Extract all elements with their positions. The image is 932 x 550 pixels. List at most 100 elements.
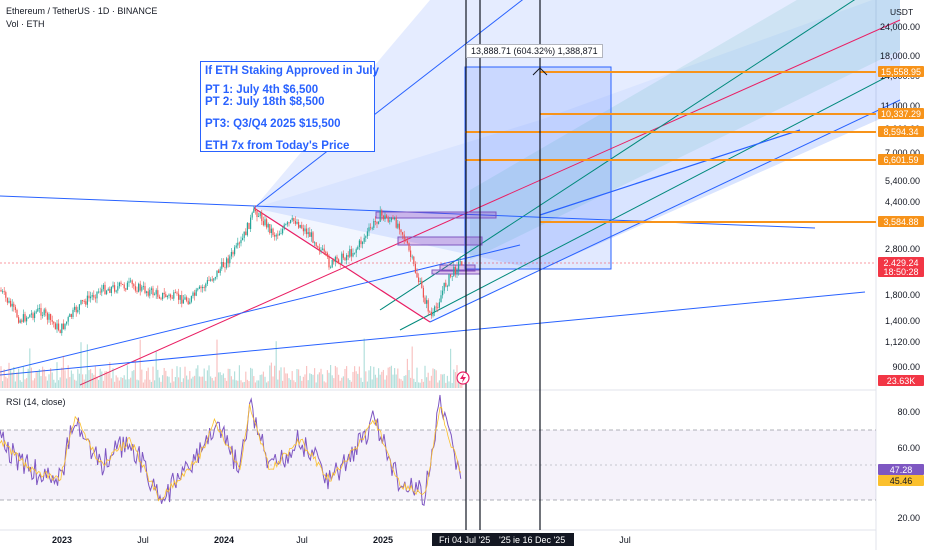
volume-bar bbox=[157, 369, 159, 388]
candle-body bbox=[221, 262, 223, 269]
candle-body bbox=[56, 323, 58, 330]
candle-body bbox=[46, 312, 48, 320]
candle-body bbox=[5, 292, 7, 298]
candle-body bbox=[445, 282, 447, 287]
candle-body bbox=[115, 290, 117, 292]
candle-body bbox=[416, 272, 418, 278]
candle-body bbox=[29, 314, 31, 318]
volume-bar bbox=[426, 377, 428, 388]
candle-body bbox=[138, 283, 140, 292]
volume-bar bbox=[149, 379, 151, 388]
candle-body bbox=[245, 231, 247, 236]
candle-body bbox=[424, 297, 426, 304]
volume-bar bbox=[67, 365, 69, 388]
rsi-tag-bg-0 bbox=[878, 464, 924, 475]
candle-body bbox=[120, 282, 122, 285]
volume-bar bbox=[32, 380, 34, 388]
volume-bar bbox=[107, 373, 109, 388]
candle-body bbox=[248, 222, 250, 229]
volume-bar bbox=[136, 379, 138, 388]
volume-bar bbox=[27, 368, 29, 388]
price-tick-8: 2,800.00 bbox=[885, 244, 920, 254]
candle-body bbox=[360, 240, 362, 245]
candle-body bbox=[368, 227, 370, 232]
candle-body bbox=[453, 266, 455, 276]
candle-body bbox=[154, 294, 156, 296]
volume-bar bbox=[331, 375, 333, 388]
volume-bar bbox=[168, 376, 170, 388]
candle-body bbox=[19, 320, 21, 323]
volume-bar bbox=[400, 379, 402, 388]
volume-bar bbox=[50, 368, 52, 388]
volume-bar bbox=[123, 375, 125, 388]
time-tick-3: Jul bbox=[296, 535, 308, 545]
price-tick-12: 900.00 bbox=[892, 362, 920, 372]
candle-body bbox=[405, 239, 407, 241]
candle-body bbox=[38, 308, 40, 309]
volume-bar bbox=[394, 368, 396, 388]
candle-body bbox=[94, 297, 96, 299]
candle-body bbox=[350, 249, 352, 257]
volume-bar bbox=[142, 382, 144, 388]
volume-bar bbox=[325, 382, 327, 388]
volume-bar bbox=[134, 360, 136, 388]
volume-bar bbox=[365, 371, 367, 388]
volume-bar bbox=[34, 378, 36, 388]
price-tag-4: 3,584.88 bbox=[883, 217, 918, 227]
volume-bar bbox=[178, 377, 180, 388]
candle-body bbox=[14, 306, 16, 310]
price-tag-bg-4 bbox=[878, 216, 924, 227]
candles bbox=[0, 205, 463, 336]
price-tag-1: 10,337.29 bbox=[881, 109, 921, 119]
candle-body bbox=[35, 311, 37, 313]
candle-body bbox=[363, 237, 365, 242]
volume-bar bbox=[163, 367, 165, 388]
price-tag-bg-2 bbox=[878, 126, 924, 137]
volume-bar bbox=[360, 377, 362, 388]
candle-body bbox=[90, 296, 92, 299]
candle-body bbox=[418, 277, 420, 283]
candle-body bbox=[181, 295, 183, 304]
candle-body bbox=[334, 256, 336, 262]
candle-body bbox=[150, 288, 152, 290]
volume-bar bbox=[30, 367, 32, 388]
candle-body bbox=[173, 292, 175, 299]
volume-bar bbox=[371, 379, 373, 388]
candle-body bbox=[210, 279, 212, 281]
candle-body bbox=[256, 211, 258, 217]
volume-bar bbox=[54, 382, 56, 388]
volume-bar bbox=[330, 365, 332, 388]
volume-bar bbox=[397, 368, 399, 388]
candle-body bbox=[165, 294, 167, 298]
volume-bar bbox=[235, 380, 237, 388]
volume-bar bbox=[200, 376, 202, 388]
volume-bar bbox=[210, 376, 212, 388]
volume-bar bbox=[378, 368, 380, 388]
volume-bar bbox=[118, 380, 120, 388]
volume-bar bbox=[261, 374, 263, 388]
candle-body bbox=[459, 261, 461, 263]
candle-body bbox=[43, 309, 45, 316]
candle-body bbox=[454, 266, 456, 274]
price-tag-0: 15,558.95 bbox=[881, 67, 921, 77]
candle-body bbox=[66, 321, 68, 324]
measure-label: 13,888.71 (604.32%) 1,388,871 bbox=[466, 44, 603, 58]
price-tick-6: 5,400.00 bbox=[885, 176, 920, 186]
candle-body bbox=[442, 290, 444, 296]
volume-bar bbox=[370, 366, 372, 388]
volume-bar bbox=[187, 379, 189, 388]
volume-bar bbox=[125, 379, 127, 388]
volume-bar bbox=[390, 365, 392, 388]
volume-bar bbox=[254, 382, 256, 388]
candle-body bbox=[238, 242, 240, 244]
price-tick-3: 11,000.00 bbox=[881, 101, 920, 111]
candle-body bbox=[294, 221, 296, 224]
candle-body bbox=[83, 301, 85, 302]
candle-body bbox=[320, 249, 322, 251]
volume-bar bbox=[277, 379, 279, 388]
candle-body bbox=[195, 289, 197, 296]
volume-bar bbox=[238, 365, 240, 388]
volume-bar bbox=[182, 378, 184, 388]
candle-body bbox=[366, 231, 368, 237]
volume-bar bbox=[454, 372, 456, 388]
